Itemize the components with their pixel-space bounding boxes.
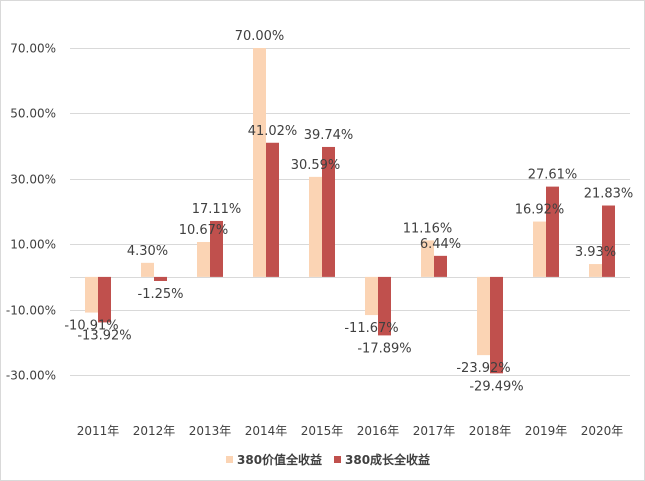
data-labels: -10.91%-13.92% 4.30% -1.25% 10.67% 17.11% 70.… (64, 29, 633, 394)
x-tick-label: 2015年 (301, 424, 344, 438)
bar-value (85, 276, 98, 313)
data-label: 16.92% (515, 203, 565, 218)
y-tick-label: 70.00% (10, 42, 56, 56)
legend: 380价值全收益 380成长全收益 (226, 452, 430, 467)
x-tick-label: 2019年 (525, 424, 568, 438)
x-axis-ticks: 2011年 2012年 2013年 2014年 2015年 2016年 2017年 2018年… (77, 424, 624, 438)
x-tick-label: 2018年 (469, 424, 512, 438)
bar-value (253, 48, 266, 277)
bar-growth (266, 142, 279, 277)
x-tick-label: 2011年 (77, 424, 120, 438)
bar-value (365, 276, 378, 316)
bar-growth (490, 276, 503, 374)
bar-growth (154, 276, 167, 281)
data-label: -1.25% (138, 287, 184, 302)
bar-value (197, 242, 210, 277)
bar-value (533, 221, 546, 277)
data-label: -11.67% (344, 321, 398, 336)
bar-value (477, 276, 490, 356)
x-tick-label: 2014年 (245, 424, 288, 438)
data-label: 4.30% (127, 244, 168, 259)
data-label: 39.74% (304, 128, 354, 143)
data-label: 27.61% (528, 168, 578, 183)
x-tick-label: 2013年 (189, 424, 232, 438)
data-label: -29.49% (469, 379, 523, 394)
bar-growth (378, 276, 391, 336)
bar-value (141, 262, 154, 277)
x-tick-label: 2017年 (413, 424, 456, 438)
bar-value (309, 176, 322, 277)
x-tick-label: 2012年 (133, 424, 176, 438)
data-label: 70.00% (235, 29, 285, 44)
bar-growth (210, 220, 223, 277)
data-label: -13.92% (77, 328, 131, 343)
data-label: -17.89% (357, 341, 411, 356)
gridlines (70, 48, 630, 376)
bar-growth (434, 255, 447, 277)
y-tick-label: 50.00% (10, 107, 56, 121)
x-tick-label: 2020年 (581, 424, 624, 438)
bar-growth (98, 276, 111, 323)
data-label: 3.93% (575, 245, 616, 260)
bar-value (589, 264, 602, 277)
data-label: -10.91% (64, 319, 118, 334)
bars (85, 48, 615, 374)
bar-growth (602, 205, 615, 277)
data-label: 21.83% (584, 187, 634, 202)
bar-value (421, 240, 434, 277)
legend-swatch (334, 456, 341, 463)
legend-label: 380成长全收益 (345, 452, 430, 467)
data-label: 6.44% (420, 237, 461, 252)
data-label: 17.11% (192, 202, 242, 217)
data-label: 10.67% (179, 223, 229, 238)
bar-growth (322, 146, 335, 277)
legend-swatch (226, 456, 233, 463)
y-tick-label: 30.00% (10, 173, 56, 187)
x-tick-label: 2016年 (357, 424, 400, 438)
y-tick-label: -10.00% (6, 304, 56, 318)
data-label: -23.92% (456, 361, 510, 376)
data-label: 41.02% (248, 124, 298, 139)
bar-growth (546, 186, 559, 277)
data-label: 30.59% (291, 158, 341, 173)
data-label: 11.16% (403, 221, 453, 236)
legend-label: 380价值全收益 (237, 452, 322, 467)
y-tick-label: -30.00% (6, 369, 56, 383)
y-axis-ticks: 70.00% 50.00% 30.00% 10.00% -10.00% -30.00% (6, 42, 56, 383)
y-tick-label: 10.00% (10, 238, 56, 252)
